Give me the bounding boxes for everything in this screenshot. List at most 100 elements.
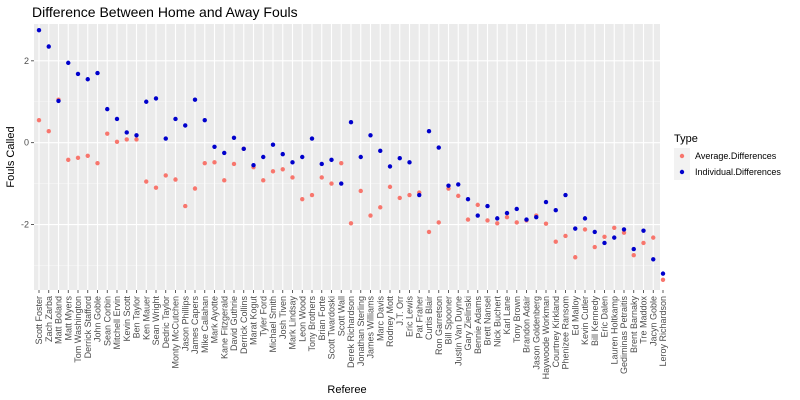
- point-average-differences: [66, 157, 71, 163]
- point-individual-differences: [495, 216, 500, 221]
- point-individual-differences: [387, 164, 393, 169]
- point-average-differences: [514, 220, 519, 225]
- point-individual-differences: [417, 192, 422, 198]
- point-individual-differences: [358, 154, 363, 160]
- x-tick-label: Eric Dalen: [600, 296, 610, 338]
- x-tick-label: Scott Wall: [336, 296, 346, 336]
- point-average-differences: [407, 192, 412, 198]
- point-average-differences: [163, 173, 168, 178]
- point-individual-differences: [504, 210, 510, 216]
- point-individual-differences: [582, 216, 588, 221]
- point-individual-differences: [85, 77, 90, 82]
- point-average-differences: [261, 178, 266, 183]
- point-average-differences: [231, 161, 237, 167]
- x-tick-label: Leon Wood: [297, 296, 307, 342]
- point-individual-differences: [368, 133, 373, 138]
- point-individual-differences: [153, 96, 159, 101]
- x-tick-label: Bennie Adams: [473, 296, 483, 355]
- x-tick-label: Jason Phillips: [180, 296, 190, 352]
- point-average-differences: [563, 233, 568, 239]
- point-individual-differences: [270, 142, 276, 147]
- x-tick-label: Tom Washington: [73, 296, 83, 363]
- point-individual-differences: [446, 183, 451, 188]
- point-average-differences: [290, 175, 295, 180]
- point-individual-differences: [397, 156, 402, 161]
- point-average-differences: [183, 203, 188, 209]
- x-tick-label: Ron Garretson: [434, 296, 444, 355]
- point-average-differences: [465, 217, 471, 222]
- point-individual-differences: [621, 227, 627, 232]
- point-average-differences: [144, 179, 149, 184]
- x-tick-label: Josh Tiven: [278, 296, 288, 339]
- point-average-differences: [660, 277, 666, 282]
- point-average-differences: [651, 235, 656, 240]
- point-individual-differences: [534, 214, 539, 220]
- point-average-differences: [309, 192, 315, 198]
- point-individual-differences: [553, 208, 558, 213]
- point-individual-differences: [524, 217, 529, 222]
- point-average-differences: [280, 167, 285, 172]
- x-tick-label: Derek Richardson: [346, 296, 356, 368]
- point-average-differences: [124, 137, 129, 142]
- legend-label: Average.Differences: [695, 151, 777, 161]
- point-average-differences: [573, 255, 578, 260]
- point-average-differences: [173, 177, 178, 182]
- x-tick-label: Eric Lewis: [405, 296, 415, 338]
- legend-label: Individual.Differences: [695, 167, 781, 177]
- x-tick-label: Brian Forte: [317, 296, 327, 341]
- x-tick-label: Marc Davis: [375, 296, 385, 342]
- point-individual-differences: [348, 120, 354, 125]
- point-individual-differences: [602, 240, 607, 246]
- x-tick-label: Mark Ayotte: [210, 296, 220, 343]
- x-tick-label: Jason Goldenberg: [531, 296, 541, 370]
- point-individual-differences: [46, 44, 51, 49]
- x-tick-label: Jonathan Sterling: [356, 296, 366, 366]
- point-individual-differences: [563, 192, 568, 198]
- legend: Type Average.Differences Individual.Diffe…: [674, 133, 781, 180]
- x-tick-label: Tony Brothers: [307, 296, 317, 352]
- point-average-differences: [85, 153, 90, 158]
- point-average-differences: [270, 169, 276, 174]
- point-individual-differences: [36, 27, 42, 33]
- point-average-differences: [387, 184, 393, 190]
- y-tick-label: 0: [24, 138, 29, 148]
- point-average-differences: [105, 131, 110, 136]
- x-tick-label: Tyler Ford: [258, 296, 268, 337]
- x-tick-label: Jacyn Goble: [648, 296, 658, 346]
- x-tick-label: Kane Fitzgerald: [219, 296, 229, 359]
- point-individual-differences: [651, 257, 656, 262]
- point-average-differences: [582, 227, 588, 232]
- point-average-differences: [631, 253, 636, 258]
- point-average-differences: [426, 229, 432, 235]
- point-average-differences: [358, 188, 363, 194]
- point-individual-differences: [465, 196, 471, 202]
- point-individual-differences: [222, 150, 227, 156]
- gridlines: [34, 24, 664, 290]
- point-individual-differences: [309, 136, 315, 141]
- point-individual-differences: [163, 136, 168, 141]
- point-individual-differences: [261, 154, 266, 160]
- point-individual-differences: [251, 162, 256, 168]
- x-tick-label: Nick Buchert: [492, 296, 502, 348]
- y-tick-label: -2: [21, 220, 29, 230]
- point-individual-differences: [300, 154, 305, 160]
- x-tick-label: Zach Zarba: [44, 296, 54, 342]
- x-tick-label: Tony Brown: [512, 296, 522, 343]
- point-average-differences: [485, 218, 490, 223]
- point-average-differences: [621, 230, 627, 235]
- point-individual-differences: [95, 70, 100, 76]
- point-average-differences: [602, 234, 607, 239]
- point-average-differences: [153, 185, 159, 190]
- point-individual-differences: [475, 213, 480, 218]
- x-tick-label: Scott Foster: [34, 296, 44, 345]
- point-average-differences: [348, 221, 354, 226]
- point-average-differences: [319, 175, 324, 180]
- point-individual-differences: [631, 246, 636, 252]
- point-average-differences: [475, 202, 480, 208]
- x-tick-label: James Capers: [190, 296, 200, 355]
- point-average-differences: [436, 220, 441, 225]
- x-tick-label: Sean Corbin: [102, 296, 112, 346]
- point-average-differences: [368, 213, 373, 218]
- point-average-differences: [36, 117, 42, 123]
